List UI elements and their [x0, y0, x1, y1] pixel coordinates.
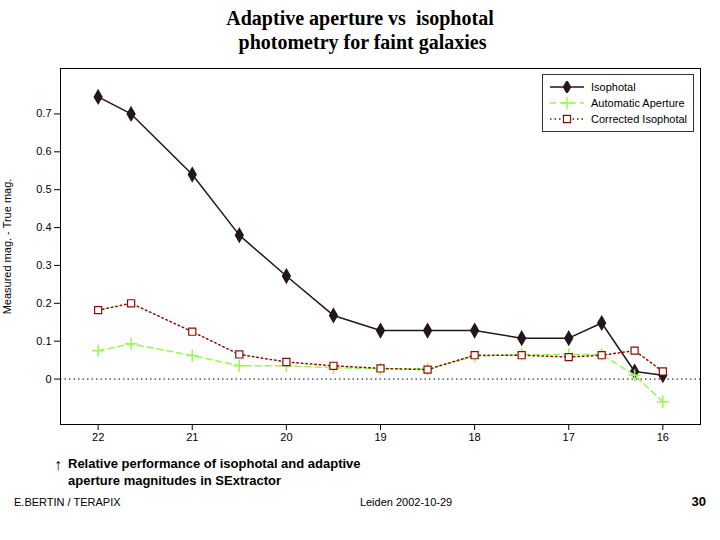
svg-text:Measured mag. - True mag.: Measured mag. - True mag.	[1, 179, 13, 315]
svg-text:22: 22	[92, 431, 104, 443]
svg-text:20: 20	[280, 431, 292, 443]
svg-text:21: 21	[186, 431, 198, 443]
html-text:Adaptive aperture vs isophotal: Adaptive aperture vs isophotal	[226, 7, 494, 29]
html-text:Corrected Isophotal: Corrected Isophotal	[591, 113, 687, 125]
svg-text:17: 17	[563, 431, 575, 443]
svg-text:0.6: 0.6	[36, 145, 51, 157]
svg-text:0.4: 0.4	[36, 221, 51, 233]
html-text:E.BERTIN / TERAPIX: E.BERTIN / TERAPIX	[14, 495, 121, 508]
svg-text:0.7: 0.7	[36, 107, 51, 119]
html-text:Automatic Aperture: Automatic Aperture	[591, 97, 685, 109]
svg-text:0.5: 0.5	[36, 183, 51, 195]
svg-text:0.3: 0.3	[36, 259, 51, 271]
svg-text:18: 18	[468, 431, 480, 443]
html-text:Isophotal: Isophotal	[591, 81, 636, 93]
svg-text:0.1: 0.1	[36, 335, 51, 347]
svg-text:0.2: 0.2	[36, 297, 51, 309]
svg-text:0: 0	[45, 373, 51, 385]
svg-text:19: 19	[374, 431, 386, 443]
html-text:photometry for faint galaxies: photometry for faint galaxies	[233, 31, 487, 53]
html-text:aperture magnitudes in SExtrac: aperture magnitudes in SExtractor	[68, 472, 282, 488]
html-text:Leiden 2002-10-29: Leiden 2002-10-29	[359, 495, 453, 508]
svg-text:16: 16	[657, 431, 669, 443]
html-text:30: 30	[691, 493, 706, 509]
html-text:Relative performance of isopho: Relative performance of isophotal and ad…	[68, 456, 361, 471]
